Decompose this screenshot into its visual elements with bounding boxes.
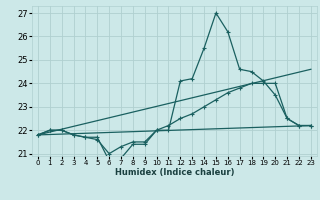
X-axis label: Humidex (Indice chaleur): Humidex (Indice chaleur) xyxy=(115,168,234,177)
